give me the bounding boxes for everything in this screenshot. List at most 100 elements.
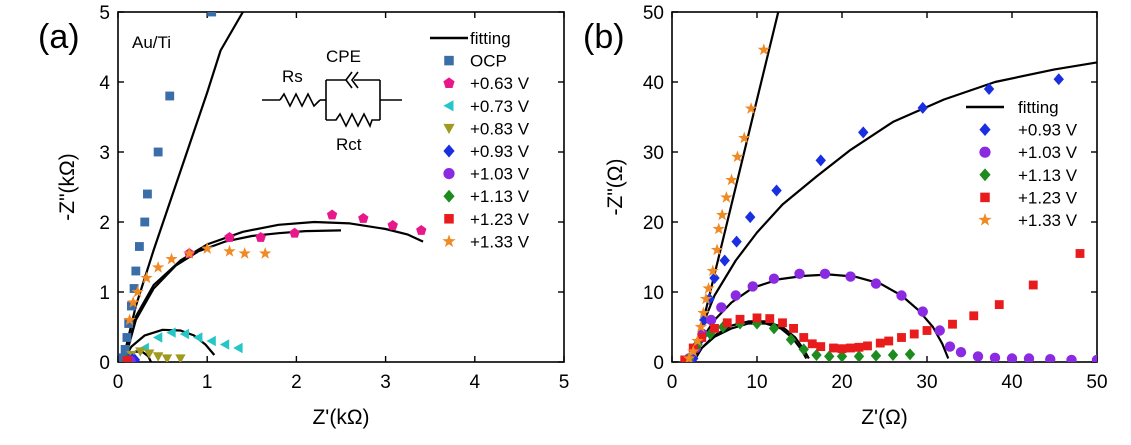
legend-marker <box>443 144 455 158</box>
data-point <box>1006 353 1018 362</box>
data-point <box>165 91 175 101</box>
data-point <box>744 102 758 114</box>
y-axis-title: -Z"(Ω) <box>604 159 627 216</box>
y-tick-label: 10 <box>643 283 664 304</box>
data-point <box>166 327 176 338</box>
legend-marker <box>979 168 991 182</box>
data-point <box>854 342 864 352</box>
data-point <box>715 208 729 221</box>
legend-marker <box>443 123 455 134</box>
y-tick-label: 5 <box>99 3 110 24</box>
data-point <box>358 213 369 223</box>
data-point <box>126 296 140 308</box>
legend-label: +0.93 V <box>1018 121 1078 140</box>
legend-marker <box>444 214 454 224</box>
data-point <box>1045 354 1056 362</box>
legend-marker <box>442 234 456 248</box>
data-point <box>255 231 266 242</box>
data-point <box>917 101 928 114</box>
data-point <box>183 247 196 259</box>
data-point <box>680 355 690 362</box>
legend-marker <box>444 55 454 66</box>
data-point <box>140 217 150 227</box>
data-point <box>837 344 847 354</box>
y-tick-label: 1 <box>99 283 110 304</box>
data-point <box>123 313 136 326</box>
rs-resistor <box>279 92 321 108</box>
y-tick-label: 50 <box>643 3 664 24</box>
data-point <box>909 329 919 339</box>
data-point <box>745 211 756 224</box>
data-point <box>853 350 865 362</box>
x-tick-label: 4 <box>470 372 481 393</box>
data-point <box>289 227 300 238</box>
data-point <box>722 318 732 328</box>
data-point <box>1023 353 1035 362</box>
data-point <box>152 332 163 343</box>
legend-marker <box>443 100 454 112</box>
data-point <box>972 351 984 362</box>
legend-marker <box>443 77 455 88</box>
data-point <box>206 335 216 347</box>
y-tick-label: 3 <box>99 143 110 164</box>
data-point <box>1053 73 1064 86</box>
data-point <box>143 189 152 199</box>
y-tick-label: 4 <box>99 73 110 94</box>
data-point <box>870 349 882 362</box>
legend-marker <box>443 189 455 203</box>
legend-marker <box>443 168 455 180</box>
data-point <box>955 347 967 358</box>
legend: fitting +0.93 V +1.03 V +1.13 V +1.23 V +1.33… <box>966 98 1078 230</box>
data-point <box>863 341 872 351</box>
plot-area <box>680 12 1097 362</box>
legend-marker <box>979 146 991 158</box>
chart-panel-b: 0 10 20 30 40 50 0 10 20 30 40 50 Z'(Ω) -Z"(Ω) (b) fitt… <box>583 3 1108 429</box>
data-point <box>824 350 835 362</box>
data-point <box>752 313 762 323</box>
data-point <box>994 300 1004 310</box>
data-point <box>207 12 217 17</box>
legend-marker <box>980 192 990 203</box>
data-point <box>161 354 173 362</box>
legend-label: fitting <box>1018 98 1059 117</box>
data-point <box>989 352 1001 362</box>
data-point <box>699 314 710 326</box>
data-point <box>694 320 708 333</box>
data-point <box>387 220 398 230</box>
y-axis-title: -Z"(kΩ) <box>56 153 79 220</box>
data-point <box>135 347 146 357</box>
panel-label: (b) <box>583 18 625 56</box>
data-point <box>816 342 826 352</box>
data-point <box>845 271 856 282</box>
fit-curve <box>692 61 1097 362</box>
legend-label: +1.33 V <box>1018 211 1078 230</box>
data-point <box>738 131 751 144</box>
data-point <box>131 285 144 298</box>
data-point <box>1075 249 1085 258</box>
data-point <box>768 322 780 335</box>
legend-label: +0.93 V <box>470 142 530 161</box>
y-tick-label: 0 <box>99 353 110 374</box>
rct-label: Rct <box>336 135 362 154</box>
data-point <box>815 154 826 167</box>
fit-curve <box>121 12 244 362</box>
plot-area <box>118 12 427 362</box>
data-point <box>922 326 932 335</box>
data-point <box>201 242 214 254</box>
fit-curve <box>123 220 424 362</box>
data-point <box>719 254 730 267</box>
data-point <box>765 314 775 324</box>
legend-label: OCP <box>470 52 507 71</box>
data-point <box>887 349 899 361</box>
data-point <box>785 333 797 346</box>
x-tick-label: 10 <box>746 372 767 393</box>
y-tick-label: 40 <box>643 73 664 94</box>
data-point <box>917 306 928 317</box>
data-point <box>897 333 906 342</box>
legend-label: +1.03 V <box>1018 143 1078 162</box>
data-point <box>798 343 809 356</box>
x-tick-label: 5 <box>559 372 570 393</box>
data-point <box>794 268 805 279</box>
rs-label: Rs <box>282 67 303 86</box>
